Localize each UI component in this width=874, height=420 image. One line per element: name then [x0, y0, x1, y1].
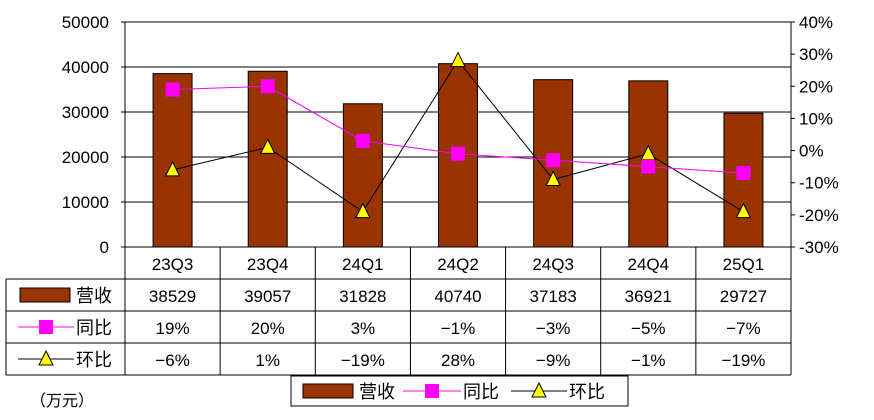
unit-label: （万元） [30, 391, 95, 410]
table-row-header: 同比 [76, 318, 112, 339]
left-tick-label: 50000 [62, 13, 109, 32]
right-tick-label: 20% [799, 77, 833, 96]
table-cell: 19% [156, 319, 190, 338]
point-环比-24Q2 [450, 51, 466, 68]
legend-key-营收 [302, 383, 354, 399]
table-cell: −7% [726, 319, 761, 338]
table-cell: −19% [341, 351, 385, 370]
table-cell: −19% [721, 351, 765, 370]
table-cell: 20% [251, 319, 285, 338]
table-cell: 28% [441, 351, 475, 370]
category-label: 24Q1 [342, 255, 384, 274]
table-row-header: 营收 [76, 286, 112, 307]
category-label: 23Q3 [152, 255, 194, 274]
table-cell: 39057 [244, 287, 291, 306]
table-cell: 31828 [339, 287, 386, 306]
left-tick-label: 30000 [62, 103, 109, 122]
category-label: 24Q2 [437, 255, 479, 274]
right-tick-label: 40% [799, 13, 833, 32]
left-tick-label: 0 [100, 238, 109, 257]
table-cell: −3% [536, 319, 571, 338]
table-key-营收 [19, 287, 71, 303]
table-cell: −1% [441, 319, 476, 338]
point-环比-24Q1 [355, 202, 371, 219]
table-cell: −6% [155, 351, 190, 370]
right-tick-label: -30% [799, 238, 839, 257]
left-tick-label: 20000 [62, 148, 109, 167]
legend-key-marker-同比 [425, 384, 439, 398]
bar-23Q4 [247, 70, 288, 248]
left-tick-label: 40000 [62, 58, 109, 77]
point-同比-24Q1 [355, 133, 370, 148]
legend: 营收 同比 环比 [290, 375, 629, 407]
point-同比-24Q4 [641, 159, 656, 174]
axes: 0 10000 20000 30000 40000 50000 -30% -20% -10% 0%… [62, 13, 839, 257]
table-cell: 29727 [720, 287, 767, 306]
right-tick-label: -10% [799, 174, 839, 193]
legend-label: 营收 [359, 382, 395, 403]
right-tick-label: 30% [799, 45, 833, 64]
point-同比-25Q1 [736, 166, 751, 181]
table-cell: 1% [255, 351, 280, 370]
right-tick-label: -20% [799, 206, 839, 225]
left-tick-label: 10000 [62, 193, 109, 212]
point-环比-23Q4 [259, 138, 276, 154]
bar-23Q3 [152, 73, 193, 248]
bar-25Q1 [723, 112, 764, 248]
category-label: 24Q4 [627, 255, 669, 274]
legend-label: 同比 [463, 382, 499, 403]
right-tick-label: 0% [799, 142, 824, 161]
table-cell: 40740 [434, 287, 481, 306]
legend-key-marker-环比 [531, 381, 547, 398]
point-同比-24Q3 [546, 153, 561, 168]
table-cell: 3% [351, 319, 376, 338]
data-table: 23Q3 23Q4 24Q1 24Q2 24Q3 24Q4 25Q1 营收 38529 39057… [5, 246, 792, 376]
point-环比-25Q1 [735, 202, 752, 219]
legend-label: 环比 [569, 382, 605, 403]
ratio-lines [164, 51, 752, 219]
point-同比-23Q4 [260, 79, 275, 94]
category-label: 24Q3 [532, 255, 574, 274]
table-key-marker-环比 [38, 349, 54, 366]
point-环比-24Q3 [545, 170, 561, 186]
bar-24Q1 [342, 103, 383, 248]
table-row-header: 环比 [76, 350, 112, 371]
category-label: 25Q1 [723, 255, 765, 274]
table-key-marker-同比 [39, 320, 53, 334]
point-同比-23Q3 [165, 82, 180, 97]
table-cell: −5% [631, 319, 666, 338]
right-tick-label: 10% [799, 109, 833, 128]
table-cell: 38529 [149, 287, 196, 306]
table-cell: −9% [536, 351, 571, 370]
table-cell: 37183 [530, 287, 577, 306]
table-cell: −1% [631, 351, 666, 370]
category-label: 23Q4 [247, 255, 289, 274]
point-环比-23Q3 [164, 160, 181, 177]
table-cell: 36921 [625, 287, 672, 306]
point-同比-24Q2 [451, 146, 465, 161]
